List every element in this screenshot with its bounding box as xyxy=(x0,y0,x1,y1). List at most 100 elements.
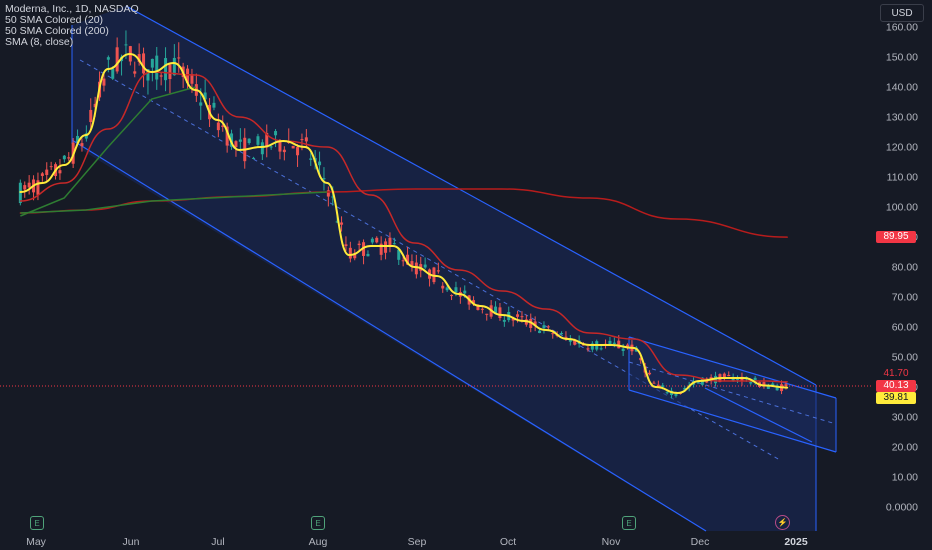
candle-body xyxy=(564,336,568,338)
candle-body xyxy=(203,92,207,100)
sma-200-green-segment xyxy=(20,191,328,214)
legend-sma-200[interactable]: 50 SMA Colored (200) xyxy=(5,25,109,37)
candle-body xyxy=(80,143,84,147)
candle-body xyxy=(502,319,506,322)
candle-body xyxy=(124,44,128,46)
candle-body xyxy=(612,342,616,344)
candle-body xyxy=(621,348,625,351)
candle-body xyxy=(582,344,586,346)
candle-body xyxy=(511,318,515,321)
chart-legend: Moderna, Inc., 1D, NASDAQ 50 SMA Colored… xyxy=(5,4,139,48)
candle-body xyxy=(656,384,660,387)
candle-body xyxy=(168,64,172,80)
candle-body xyxy=(216,122,220,131)
candle-body xyxy=(274,131,278,136)
small-channel-lower[interactable] xyxy=(628,389,837,453)
candle-body xyxy=(450,295,454,297)
candle-body xyxy=(463,290,467,294)
candle-body xyxy=(49,166,53,168)
large-channel-upper[interactable] xyxy=(125,5,817,386)
candle-body xyxy=(27,182,31,188)
large-channel-mid xyxy=(79,59,781,461)
sma-green-segment xyxy=(20,86,196,217)
candle-body xyxy=(300,139,304,141)
candle-body xyxy=(331,196,335,198)
x-tick-label: Jun xyxy=(123,536,140,548)
cross-trendline[interactable] xyxy=(704,387,813,443)
earnings-event-icon[interactable]: E xyxy=(311,516,325,530)
candle-body xyxy=(714,375,718,384)
y-tick-label: 110.00 xyxy=(887,172,918,184)
candle-body xyxy=(731,376,735,382)
candle-body xyxy=(674,394,678,396)
candle-body xyxy=(384,241,388,253)
legend-sma-20[interactable]: 50 SMA Colored (20) xyxy=(5,14,104,26)
candle-body xyxy=(133,71,137,74)
candle-body xyxy=(67,157,71,159)
y-tick-label: 100.00 xyxy=(886,202,918,214)
candle-body xyxy=(221,125,225,127)
candle-body xyxy=(454,287,458,293)
high-price-tag: 41.70 xyxy=(876,368,916,380)
candle-body xyxy=(661,385,665,387)
candle-body xyxy=(617,340,621,349)
sma-20-line xyxy=(19,71,788,383)
candle-body xyxy=(375,237,379,243)
candle-body xyxy=(542,325,546,329)
candle-body xyxy=(727,374,731,377)
candle-body xyxy=(775,385,779,391)
candle-body xyxy=(560,333,564,335)
candle-body xyxy=(146,69,150,81)
y-tick-label: 150.00 xyxy=(886,52,918,64)
candle-body xyxy=(89,109,93,123)
candle-body xyxy=(749,381,753,384)
candle-body xyxy=(348,247,352,259)
last-price-tag: 40.13 xyxy=(876,380,916,392)
candle-body xyxy=(282,149,286,153)
earnings-event-icon[interactable]: E xyxy=(30,516,44,530)
candle-body xyxy=(199,102,203,106)
candle-body xyxy=(476,304,480,310)
candle-body xyxy=(265,133,269,148)
x-tick-label: Jul xyxy=(211,536,224,548)
candle-body xyxy=(586,348,590,350)
candle-body xyxy=(164,58,168,81)
candle-body xyxy=(93,103,97,108)
candle-body xyxy=(269,146,273,148)
x-tick-label: 2025 xyxy=(784,536,808,548)
candle-body xyxy=(379,243,383,255)
candle-body xyxy=(766,385,770,389)
candle-body xyxy=(322,178,326,180)
legend-symbol[interactable]: Moderna, Inc., 1D, NASDAQ xyxy=(5,3,139,15)
candle-body xyxy=(40,173,44,176)
candle-body xyxy=(106,57,110,60)
candle-body xyxy=(520,316,524,318)
candle-body xyxy=(762,382,766,387)
small-channel-upper[interactable] xyxy=(628,336,837,399)
sma8-price-tag: 39.81 xyxy=(876,392,916,404)
sma-8-line xyxy=(19,52,789,395)
candle-body xyxy=(441,285,445,289)
candle-body xyxy=(137,54,141,62)
candle-body xyxy=(190,74,194,84)
large-channel-lower[interactable] xyxy=(71,139,707,532)
earnings-event-icon[interactable]: E xyxy=(622,516,636,530)
candle-body xyxy=(599,348,603,350)
y-tick-label: 60.00 xyxy=(892,322,918,334)
candle-body xyxy=(573,339,577,345)
y-tick-label: 30.00 xyxy=(892,412,918,424)
y-tick-label: 70.00 xyxy=(892,292,918,304)
candle-body xyxy=(423,264,427,268)
lightning-icon[interactable]: ⚡ xyxy=(775,515,790,530)
candle-body xyxy=(344,244,348,247)
time-axis[interactable]: May Jun Jul Aug Sep Oct Nov Dec 2025 xyxy=(26,536,808,548)
candle-body xyxy=(445,287,449,291)
currency-button[interactable]: USD xyxy=(880,4,924,22)
x-tick-label: May xyxy=(26,536,47,548)
candle-body xyxy=(626,344,630,347)
candle-body xyxy=(652,382,656,384)
candle-body xyxy=(494,306,498,314)
legend-sma-8[interactable]: SMA (8, close) xyxy=(5,36,74,48)
candle-body xyxy=(498,307,502,318)
